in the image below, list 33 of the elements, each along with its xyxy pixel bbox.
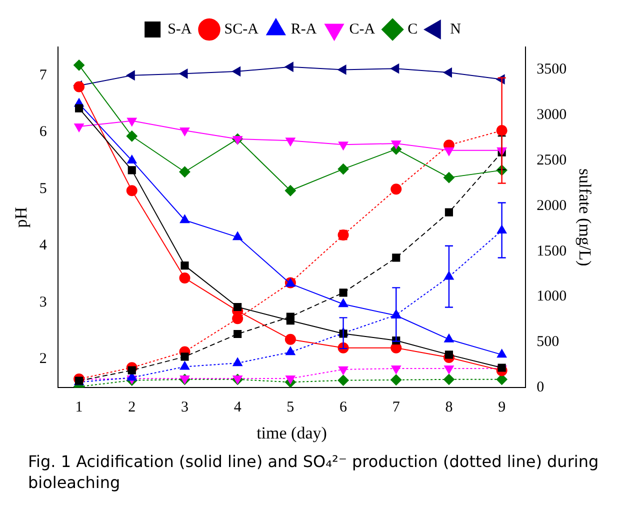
y2-tick-label: 1500	[536, 243, 567, 260]
y2-tick-label: 0	[536, 380, 544, 396]
y2-tick-label: 3500	[536, 62, 567, 78]
caption: Fig. 1 Acidification (solid line) and SO₄²⁻ production (dotted line) during bioleaching	[28, 452, 600, 494]
x-axis-title: time (day)	[256, 423, 327, 442]
x-tick-label: 1	[75, 400, 83, 416]
legend-label: C-A	[349, 21, 376, 38]
x-tick-label: 2	[128, 400, 136, 416]
legend-label: SC-A	[224, 21, 259, 38]
x-tick-label: 6	[340, 400, 348, 416]
y-tick-label: 7	[39, 67, 48, 84]
x-tick-label: 9	[498, 400, 506, 416]
x-tick-label: 7	[392, 400, 400, 416]
y2-axis-title: sulfate (mg/L)	[575, 168, 594, 266]
y-tick-label: 3	[39, 294, 47, 310]
legend-label: C	[408, 21, 418, 38]
x-tick-label: 3	[180, 400, 188, 416]
y-tick-label: 6	[39, 124, 48, 140]
y-axis-title: pH	[12, 206, 31, 228]
legend-label: R-A	[290, 21, 317, 38]
x-tick-label: 8	[445, 400, 453, 416]
x-tick-label: 5	[286, 400, 294, 416]
legend-label: N	[450, 21, 462, 38]
y2-tick-label: 2000	[536, 198, 567, 214]
legend-label: S-A	[168, 21, 192, 38]
y2-tick-label: 2500	[536, 152, 567, 168]
y2-tick-label: 500	[536, 334, 560, 350]
y-tick-label: 4	[39, 238, 48, 254]
x-tick-label: 4	[234, 400, 242, 416]
y2-tick-label: 1000	[536, 288, 567, 305]
y-tick-label: 2	[39, 351, 47, 368]
y-tick-label: 5	[39, 180, 47, 197]
y2-tick-label: 3000	[536, 107, 567, 124]
